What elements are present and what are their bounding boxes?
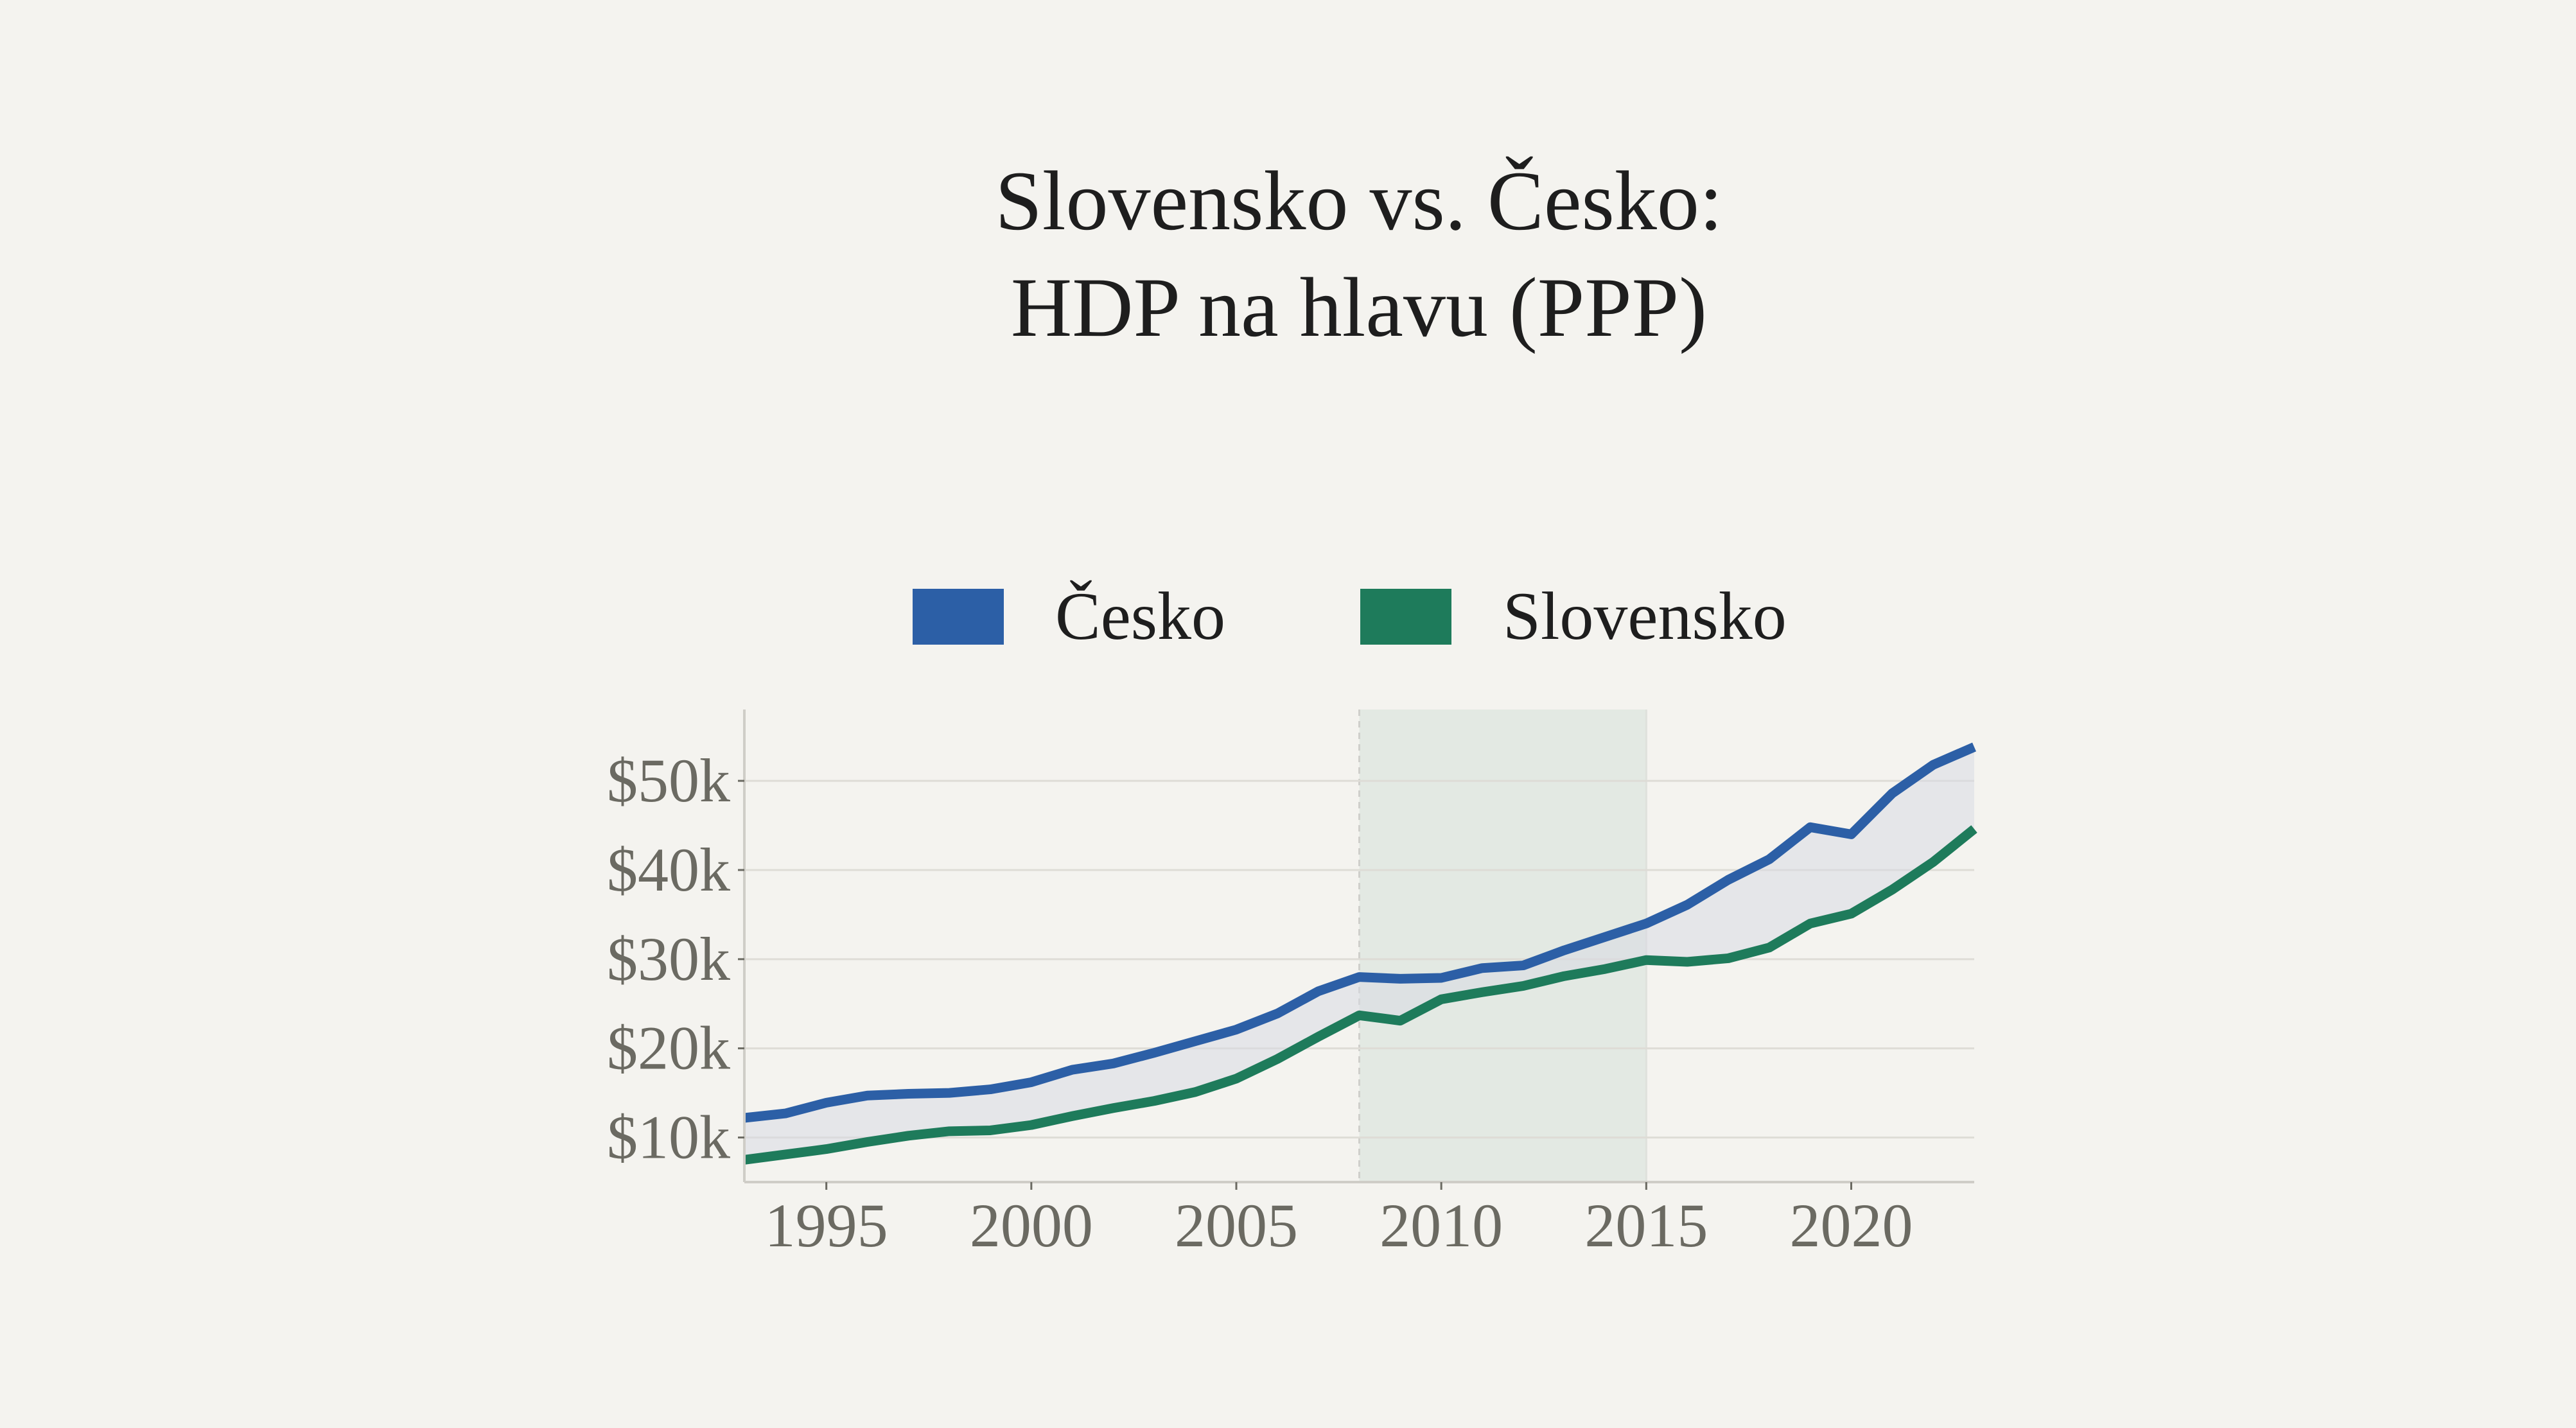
chart-title-line-2: HDP na hlavu (PPP) — [1010, 260, 1708, 354]
x-tick-label: 2005 — [1175, 1191, 1298, 1260]
legend-item-cesko[interactable]: Česko — [913, 579, 1225, 654]
y-axis: $10k $20k $30k $40k $50k — [607, 746, 744, 1172]
legend-label-slovensko: Slovensko — [1503, 579, 1787, 654]
y-tick-label: $20k — [607, 1014, 730, 1083]
x-tick-label: 2010 — [1380, 1191, 1503, 1260]
legend-label-cesko: Česko — [1055, 579, 1225, 654]
chart-title-line-1: Slovensko vs. Česko: — [995, 153, 1723, 248]
x-tick-label: 1995 — [765, 1191, 888, 1260]
y-tick-label: $40k — [607, 835, 730, 904]
series-line-slovensko — [744, 825, 1977, 1165]
y-tick-label: $10k — [607, 1103, 730, 1172]
x-tick-label: 2015 — [1584, 1191, 1708, 1260]
legend-item-slovensko[interactable]: Slovensko — [1360, 579, 1787, 654]
series-line-cesko — [744, 742, 1976, 1123]
x-tick-label: 2000 — [970, 1191, 1093, 1260]
chart-title: Slovensko vs. Česko: HDP na hlavu (PPP) — [0, 148, 2576, 361]
legend-swatch-cesko — [913, 588, 1004, 645]
y-tick-label: $30k — [607, 925, 730, 993]
x-axis: 1995 2000 2005 2010 2015 2020 — [765, 1182, 1913, 1260]
legend-swatch-slovensko — [1360, 588, 1451, 645]
series-lines — [744, 742, 1977, 1165]
axes — [743, 710, 1974, 1183]
legend: Česko Slovensko — [913, 579, 1922, 654]
y-tick-label: $50k — [607, 746, 730, 815]
x-tick-label: 2020 — [1790, 1191, 1913, 1260]
